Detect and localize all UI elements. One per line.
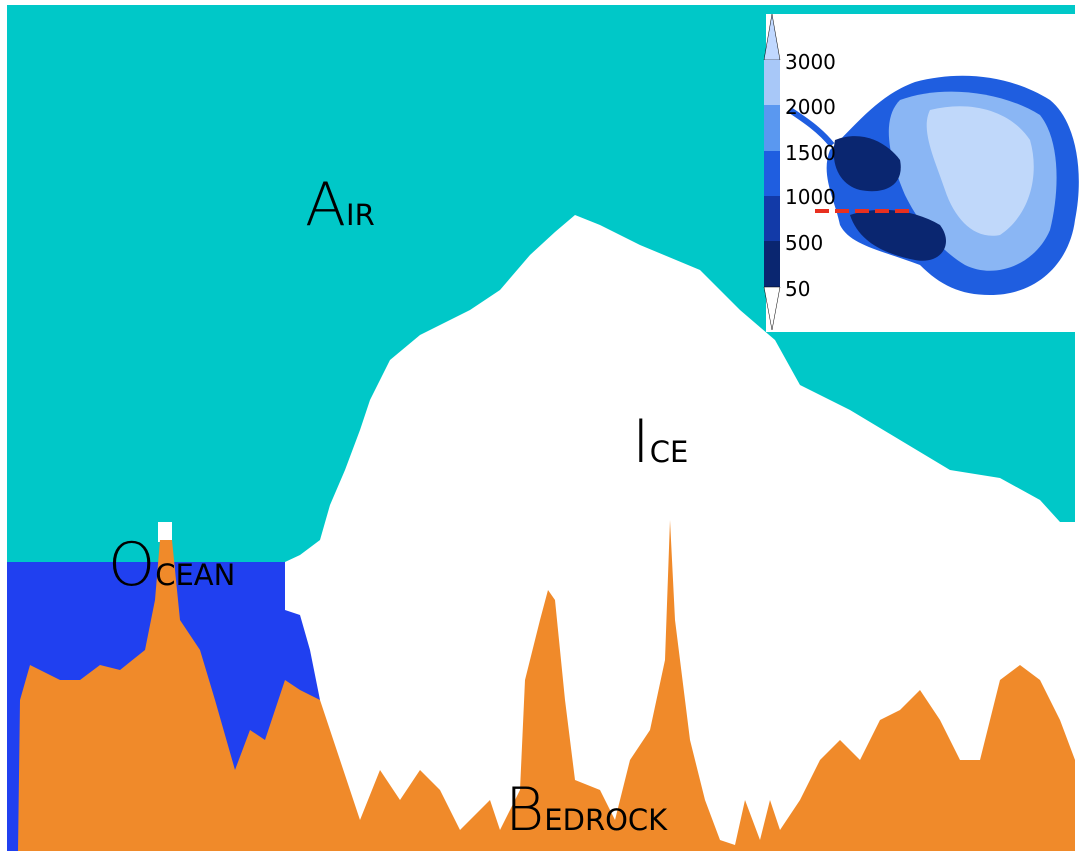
label-part: CEAN [155,558,235,592]
ice-region [285,215,1075,851]
ice-shelf [833,136,901,192]
peninsula [788,107,835,147]
label-part: CE [650,435,689,469]
label-part: O [108,530,155,600]
colorbar-band [764,60,780,105]
label-part: I [632,407,650,477]
summit [926,106,1034,236]
ice-pinnacle [158,522,172,542]
colorbar-band [764,151,780,196]
inset-map: 3000 2000 1500 1000 500 50 [763,13,1079,332]
colorbar-label: 3000 [785,50,836,74]
bedrock-region [18,520,1075,851]
colorbar-label: 50 [785,277,810,301]
label-part: IR [346,198,375,232]
colorbar-label: 1500 [785,141,836,165]
ocean-label: OCEAN [108,530,235,600]
bedrock-label: BEDROCK [505,775,668,845]
colorbar-cap [763,286,781,331]
label-part: EDROCK [544,803,668,837]
label-part: A [305,170,346,240]
colorbar-label: 500 [785,231,823,255]
colorbar-band [764,105,780,151]
colorbar-band [764,241,780,287]
label-part: B [505,775,544,845]
colorbar-label: 2000 [785,95,836,119]
colorbar-label: 1000 [785,185,836,209]
ice-shelf [850,209,946,261]
colorbar-band [764,196,780,241]
air-label: AIR [305,170,375,240]
ice-label: ICE [632,407,688,477]
